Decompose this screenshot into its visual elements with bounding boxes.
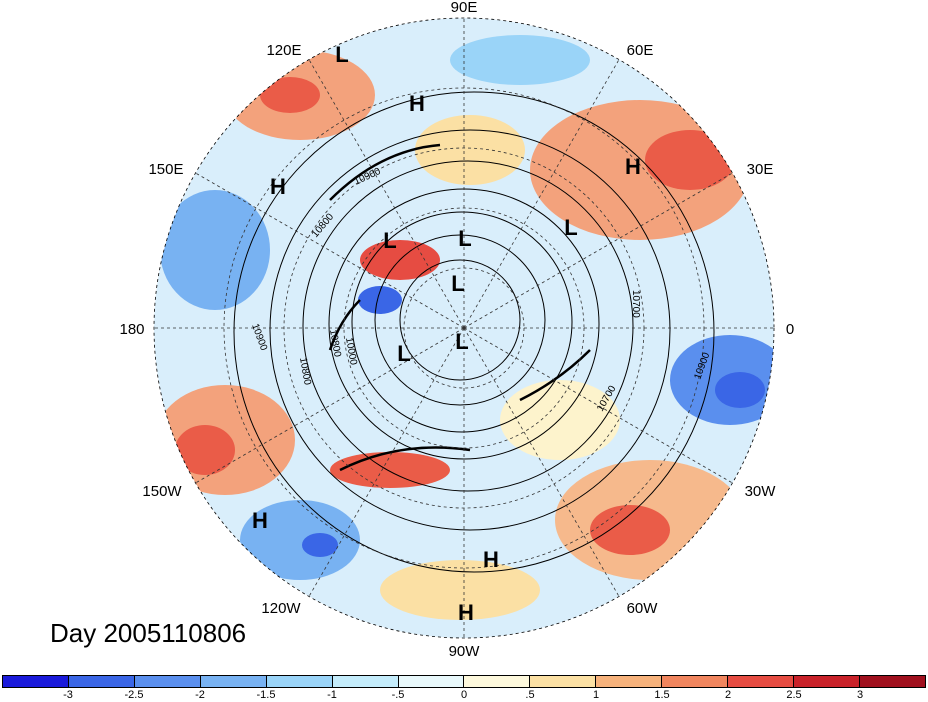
colorbar-swatch — [859, 676, 925, 687]
lon-label-60w: 60W — [627, 600, 659, 617]
colorbar-tick-label: 2 — [724, 689, 732, 701]
colorbar-swatch — [68, 676, 135, 687]
pressure-marker: L — [458, 226, 471, 251]
meridian-line — [195, 327, 465, 484]
anomaly-field — [155, 35, 774, 620]
colorbar-swatch — [3, 676, 69, 687]
meridian-line — [308, 59, 465, 329]
pressure-marker: L — [335, 42, 348, 67]
colorbar-swatch — [398, 676, 465, 687]
pressure-marker: H — [625, 154, 641, 179]
date-label: Day 2005110806 — [50, 618, 247, 648]
colorbar-tick-label: 1 — [592, 689, 600, 701]
geopotential-contours — [233, 91, 715, 573]
colorbar-swatches — [2, 675, 926, 688]
lon-label-150e: 150E — [148, 161, 183, 178]
map-boundary — [153, 17, 775, 639]
lon-label-180: 180 — [119, 321, 144, 338]
colorbar-tick-label: 3 — [856, 689, 864, 701]
lon-label-90e: 90E — [451, 0, 478, 16]
pressure-marker: H — [483, 547, 499, 572]
meridian-line — [463, 327, 733, 484]
contour-label: 10700 — [630, 290, 641, 318]
colorbar-tick-label: 1.5 — [654, 689, 670, 701]
meridian-line — [195, 172, 465, 329]
colorbar-tick-label: -1.5 — [256, 689, 276, 701]
colorbar-swatch — [200, 676, 267, 687]
lon-label-0: 0 — [786, 321, 794, 338]
meridian-line — [308, 327, 465, 597]
meridian-line — [463, 59, 620, 329]
lon-label-150w: 150W — [142, 483, 182, 500]
pressure-system-markers: L H H H L L L L L L H H H — [252, 42, 641, 625]
colorbar-swatch — [662, 676, 729, 687]
contour-label: 10800 — [327, 329, 343, 359]
colorbar-tick-label: -3 — [63, 689, 73, 701]
longitude-labels: 90E 60E 30E 0 30W 60W 90W 120W 150W 180 … — [119, 0, 794, 660]
contour-label: 10000 — [343, 337, 359, 367]
colorbar: -3 -2.5 -2 -1.5 -1 -.5 0 .5 1 1.5 2 2.5 3 — [0, 675, 928, 702]
colorbar-swatch — [530, 676, 597, 687]
pressure-marker: H — [409, 91, 425, 116]
lon-label-120e: 120E — [266, 42, 301, 59]
colorbar-swatch — [728, 676, 795, 687]
graticule — [154, 18, 774, 638]
colorbar-swatch — [794, 676, 860, 687]
pressure-marker: H — [252, 508, 268, 533]
colorbar-swatch — [332, 676, 399, 687]
meridian-line — [463, 327, 620, 597]
lon-label-120w: 120W — [261, 600, 301, 617]
pressure-marker: H — [270, 174, 286, 199]
meridian-line — [463, 172, 733, 329]
pressure-marker: L — [451, 271, 464, 296]
colorbar-swatch — [266, 676, 333, 687]
colorbar-tick-label: -2 — [195, 689, 205, 701]
pressure-marker: L — [383, 228, 396, 253]
polar-stereographic-map: 90E 60E 30E 0 30W 60W 90W 120W 150W 180 … — [119, 0, 794, 660]
pressure-marker: L — [455, 329, 468, 354]
jet-contours — [328, 143, 591, 472]
pressure-marker: L — [397, 341, 410, 366]
colorbar-tick-label: -.5 — [391, 689, 405, 701]
lon-label-30w: 30W — [745, 483, 777, 500]
lon-label-30e: 30E — [747, 161, 774, 178]
colorbar-swatch — [134, 676, 201, 687]
colorbar-tick-label: .5 — [525, 689, 535, 701]
colorbar-tick-label: 0 — [460, 689, 468, 701]
colorbar-tick-label: -1 — [327, 689, 337, 701]
lon-label-90w: 90W — [449, 643, 481, 660]
colorbar-tick-label: -2.5 — [124, 689, 144, 701]
contour-label: 10800 — [297, 357, 313, 387]
pressure-marker: L — [564, 215, 577, 240]
colorbar-swatch — [464, 676, 531, 687]
lon-label-60e: 60E — [627, 42, 654, 59]
colorbar-swatch — [596, 676, 663, 687]
colorbar-tick-label: 2.5 — [786, 689, 802, 701]
pressure-marker: H — [458, 600, 474, 625]
